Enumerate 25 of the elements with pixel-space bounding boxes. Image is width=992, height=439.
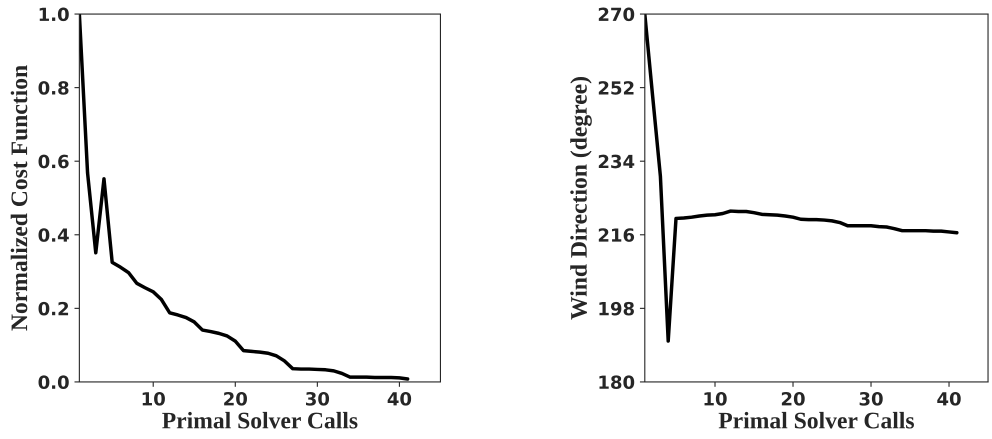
- y-axis-title: Normalized Cost Function: [10, 65, 28, 331]
- x-tick-label: 10: [142, 392, 165, 406]
- x-tick-label: 40: [388, 392, 412, 406]
- y-tick-label: 180: [599, 375, 634, 390]
- line-series: [644, 14, 959, 343]
- y-tick-label: 0.2: [38, 302, 68, 316]
- x-tick-label: 10: [704, 392, 727, 406]
- y-tick-label: 1.0: [40, 8, 69, 22]
- y-axis-title: Wind Direction (degree): [570, 77, 592, 320]
- y-tick-label: 0.6: [38, 154, 69, 168]
- x-tick-label: 20: [224, 392, 247, 406]
- y-tick-label: 216: [598, 228, 634, 242]
- y-tick-label: 0.0: [38, 375, 69, 390]
- y-tick-label: 0.8: [38, 81, 69, 95]
- y-tick-label: 252: [598, 81, 634, 95]
- y-tick-label: 270: [598, 8, 634, 22]
- x-axis-title: Primal Solver Calls: [718, 412, 914, 429]
- x-tick-label: 20: [782, 392, 805, 406]
- x-tick-label: 30: [306, 392, 330, 406]
- x-tick-label: 30: [860, 392, 883, 406]
- y-tick-label: 198: [599, 302, 634, 316]
- x-tick-label: 40: [937, 392, 961, 406]
- x-axis-title: Primal Solver Calls: [162, 412, 358, 429]
- y-tick-label: 234: [598, 154, 634, 168]
- y-tick-label: 0.4: [38, 228, 69, 242]
